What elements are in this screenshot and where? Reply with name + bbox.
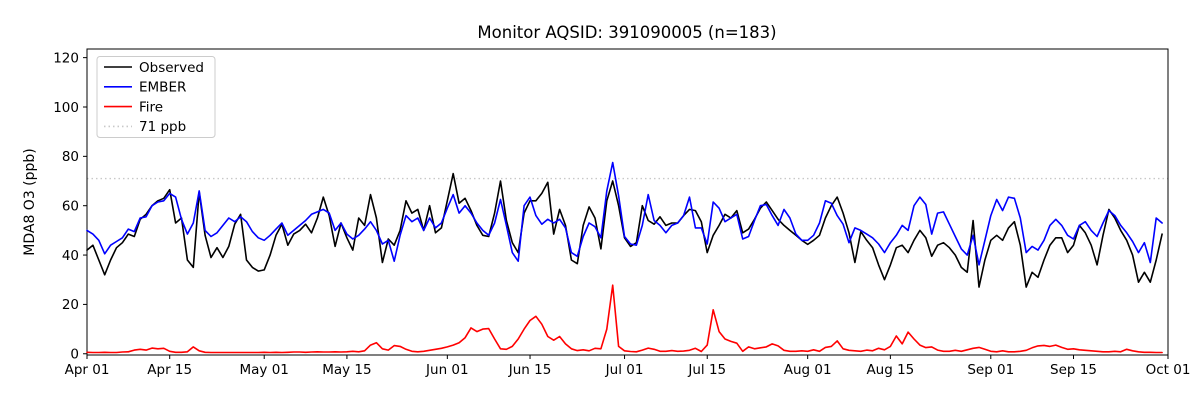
x-tick-label: Sep 01 xyxy=(967,362,1014,378)
legend-label: 71 ppb xyxy=(139,119,186,135)
x-tick-label: May 01 xyxy=(240,362,289,378)
x-tick-label: Apr 01 xyxy=(65,362,110,378)
x-tick-label: Jul 01 xyxy=(605,362,644,378)
ember-line xyxy=(86,161,1163,266)
x-tick-label: May 15 xyxy=(322,362,371,378)
legend-label: EMBER xyxy=(139,80,186,96)
x-tick-label: Apr 15 xyxy=(147,362,192,378)
x-tick-label: Sep 15 xyxy=(1050,362,1097,378)
plot-content: 0 20 40 60 80 100 120 Apr 01 Apr 15 May 01 May 15 J… xyxy=(53,48,1191,378)
y-tick-label: 20 xyxy=(62,297,79,313)
y-tick-label: 40 xyxy=(62,248,79,264)
legend-label: Fire xyxy=(139,99,163,115)
observed-line xyxy=(86,172,1163,288)
y-tick-label: 100 xyxy=(53,100,79,116)
x-tick-label: Aug 01 xyxy=(784,362,832,378)
x-tick-label: Jun 01 xyxy=(425,362,469,378)
plot-frame xyxy=(86,48,1169,356)
y-tick-label: 60 xyxy=(62,199,79,215)
x-tick-label: Oct 01 xyxy=(1146,362,1191,378)
chart-title: Monitor AQSID: 391090005 (n=183) xyxy=(477,23,776,42)
x-tick-label: Jul 15 xyxy=(687,362,726,378)
legend-label: Observed xyxy=(139,60,204,76)
legend: Observed EMBER Fire 71 ppb xyxy=(96,56,216,138)
legend-box xyxy=(96,56,216,138)
x-tick-label: Aug 15 xyxy=(866,362,914,378)
y-axis-label: MDA8 O3 (ppb) xyxy=(22,148,38,256)
x-tick-label: Jun 15 xyxy=(508,362,552,378)
y-tick-label: 120 xyxy=(53,50,79,66)
fire-line xyxy=(86,284,1163,354)
y-tick-label: 80 xyxy=(62,149,79,165)
y-tick-label: 0 xyxy=(70,347,79,363)
